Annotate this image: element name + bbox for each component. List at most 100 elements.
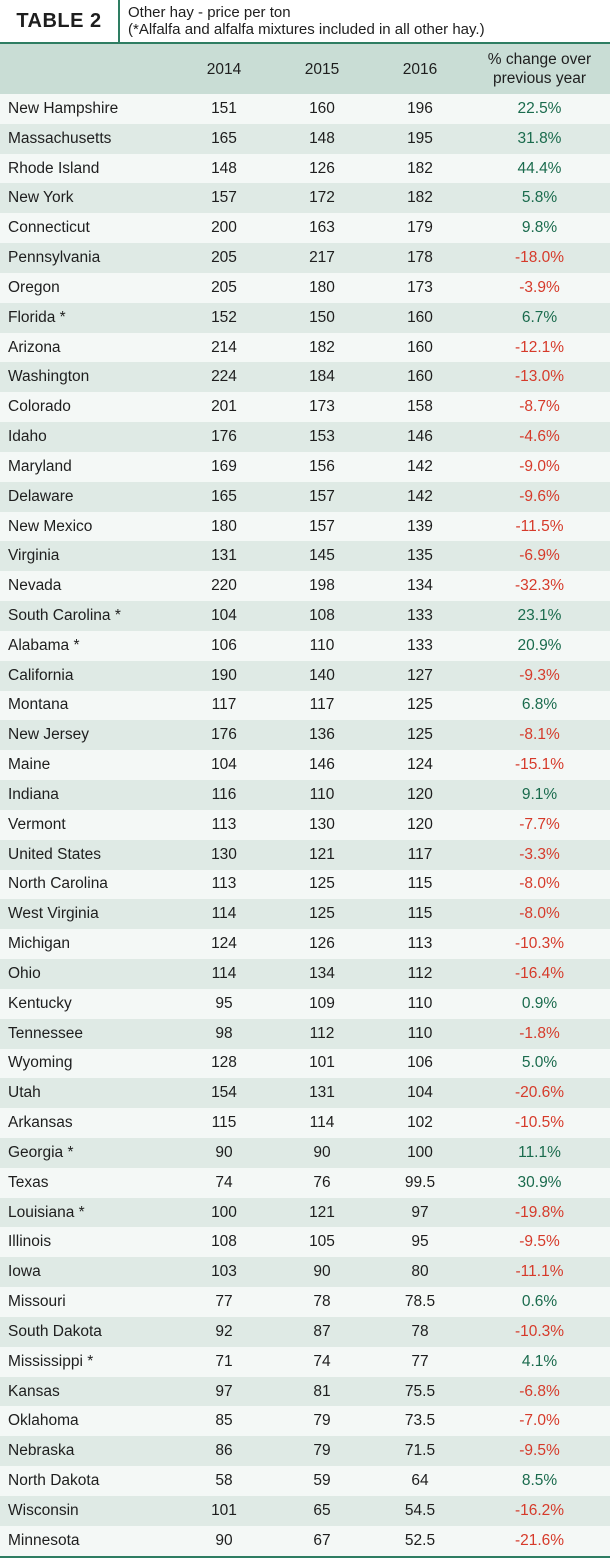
percent-change-cell: 11.1% xyxy=(518,1143,561,1161)
table-row: Arkansas 115 114 102 -10.5% xyxy=(0,1108,610,1138)
table-row: Nebraska 86 79 71.5 -9.5% xyxy=(0,1436,610,1467)
value-2014-cell: 205 xyxy=(211,278,237,296)
value-2014-cell: 85 xyxy=(215,1412,233,1430)
percent-change-cell: -16.2% xyxy=(514,1501,565,1519)
table-row: Washington 224 184 160 -13.0% xyxy=(0,362,610,393)
percent-change-cell: -7.7% xyxy=(519,815,560,833)
value-2016-cell: 182 xyxy=(407,189,433,207)
value-2014-cell: 100 xyxy=(211,1203,237,1221)
percent-change-cell: -3.9% xyxy=(519,278,560,296)
percent-change-cell: -9.3% xyxy=(519,666,560,684)
value-2016-cell: 135 xyxy=(407,547,433,565)
table-row: Minnesota 90 67 52.5 -21.6% xyxy=(0,1525,610,1556)
state-cell: Ohio xyxy=(8,964,41,982)
table-row: Oregon 205 180 173 -3.9% xyxy=(0,272,610,303)
table-header-row: 2014 2015 2016 % change over previous ye… xyxy=(0,44,610,94)
value-2016-cell: 160 xyxy=(407,308,433,326)
percent-change-cell: 44.4% xyxy=(517,159,562,177)
column-header-2015: 2015 xyxy=(304,60,340,78)
state-cell: Oklahoma xyxy=(8,1412,79,1430)
table-row: Kansas 97 81 75.5 -6.8% xyxy=(0,1376,610,1407)
value-2015-cell: 110 xyxy=(309,636,335,654)
value-2015-cell: 121 xyxy=(309,1203,335,1221)
state-cell: Vermont xyxy=(8,815,66,833)
table-row: Connecticut 200 163 179 9.8% xyxy=(0,213,610,244)
value-2016-cell: 112 xyxy=(407,964,433,982)
value-2014-cell: 214 xyxy=(211,338,237,356)
price-table: 2014 2015 2016 % change over previous ye… xyxy=(0,44,610,1556)
percent-change-cell: 20.9% xyxy=(517,636,562,654)
value-2016-cell: 134 xyxy=(407,577,433,595)
state-cell: Georgia * xyxy=(8,1143,74,1161)
percent-change-cell: 6.7% xyxy=(521,308,558,326)
state-cell: Louisiana * xyxy=(8,1203,85,1221)
percent-change-cell: -11.1% xyxy=(515,1263,564,1281)
value-2016-cell: 73.5 xyxy=(404,1412,436,1430)
table-title: Other hay - price per ton xyxy=(128,4,291,21)
value-2014-cell: 169 xyxy=(211,457,237,475)
value-2016-cell: 95 xyxy=(411,1233,429,1251)
state-cell: Montana xyxy=(8,696,69,714)
column-header-change: % change over previous year xyxy=(487,51,592,87)
value-2016-cell: 158 xyxy=(407,398,433,416)
state-cell: New Hampshire xyxy=(8,99,119,117)
value-2015-cell: 184 xyxy=(309,368,335,386)
state-cell: Massachusetts xyxy=(8,129,112,147)
state-cell: Washington xyxy=(8,368,90,386)
value-2015-cell: 130 xyxy=(309,815,335,833)
value-2015-cell: 140 xyxy=(309,666,335,684)
table-body: New Hampshire 151 160 196 22.5% Massachusetts… xyxy=(0,94,610,1556)
value-2016-cell: 117 xyxy=(407,845,433,863)
value-2016-cell: 142 xyxy=(407,487,433,505)
percent-change-cell: -8.0% xyxy=(519,905,560,923)
value-2015-cell: 182 xyxy=(309,338,335,356)
table-row: Nevada 220 198 134 -32.3% xyxy=(0,571,610,602)
table-row: Kentucky 95 109 110 0.9% xyxy=(0,988,610,1019)
value-2014-cell: 128 xyxy=(211,1054,237,1072)
percent-change-cell: -8.0% xyxy=(519,875,560,893)
value-2014-cell: 113 xyxy=(211,815,237,833)
value-2015-cell: 156 xyxy=(309,457,335,475)
table-row: Wyoming 128 101 106 5.0% xyxy=(0,1048,610,1079)
table-number-label: TABLE 2 xyxy=(0,0,120,42)
value-2015-cell: 67 xyxy=(313,1531,331,1549)
value-2014-cell: 90 xyxy=(215,1531,233,1549)
percent-change-cell: 30.9% xyxy=(517,1173,562,1191)
table-row: West Virginia 114 125 115 -8.0% xyxy=(0,899,610,930)
table-row: Texas 74 76 99.5 30.9% xyxy=(0,1167,610,1198)
table-row: California 190 140 127 -9.3% xyxy=(0,660,610,691)
value-2016-cell: 104 xyxy=(407,1084,433,1102)
percent-change-cell: -8.7% xyxy=(519,398,560,416)
table-row: Maine 104 146 124 -15.1% xyxy=(0,750,610,781)
state-cell: North Dakota xyxy=(8,1472,100,1489)
percent-change-cell: -9.5% xyxy=(519,1233,560,1251)
state-cell: Nebraska xyxy=(8,1442,75,1460)
value-2016-cell: 52.5 xyxy=(404,1531,436,1549)
percent-change-cell: -13.0% xyxy=(514,368,565,386)
column-header-2016: 2016 xyxy=(402,60,438,78)
percent-change-cell: -20.6% xyxy=(514,1084,565,1102)
value-2016-cell: 97 xyxy=(411,1203,429,1221)
value-2014-cell: 114 xyxy=(211,964,237,982)
value-2016-cell: 146 xyxy=(407,428,433,446)
value-2014-cell: 58 xyxy=(215,1472,233,1489)
value-2014-cell: 97 xyxy=(215,1382,233,1400)
value-2015-cell: 217 xyxy=(309,249,335,267)
state-cell: Oregon xyxy=(8,278,60,296)
value-2014-cell: 104 xyxy=(211,756,237,774)
value-2016-cell: 142 xyxy=(407,457,433,475)
value-2015-cell: 180 xyxy=(309,278,335,296)
value-2015-cell: 146 xyxy=(309,756,335,774)
value-2016-cell: 77 xyxy=(411,1352,429,1370)
percent-change-cell: -6.8% xyxy=(519,1382,560,1400)
value-2016-cell: 182 xyxy=(407,159,433,177)
value-2014-cell: 113 xyxy=(211,875,237,893)
value-2015-cell: 136 xyxy=(309,726,335,744)
value-2015-cell: 160 xyxy=(309,99,335,117)
state-cell: New Jersey xyxy=(8,726,89,744)
percent-change-cell: -15.1% xyxy=(514,756,565,774)
value-2014-cell: 95 xyxy=(215,994,233,1012)
percent-change-cell: -16.4% xyxy=(514,964,565,982)
column-header-2014: 2014 xyxy=(206,60,242,78)
